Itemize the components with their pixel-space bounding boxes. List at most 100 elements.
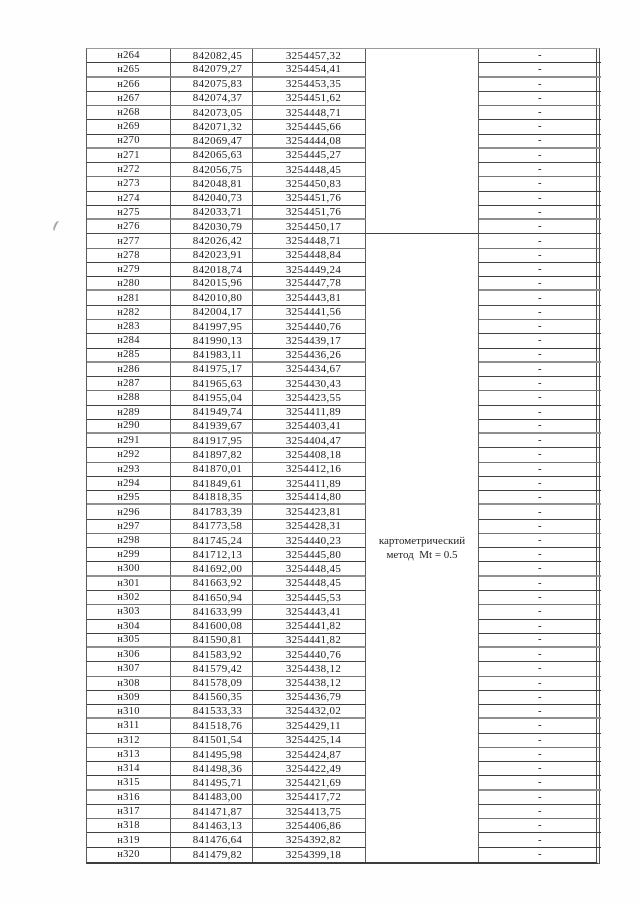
- y-coordinate-cell: 3254404,47: [253, 434, 366, 449]
- x-coordinate-cell: 842079,27: [171, 63, 253, 78]
- point-id-cell: н309: [87, 690, 171, 706]
- x-coordinate-cell: 842071,32: [171, 120, 253, 135]
- y-coordinate-cell: 3254440,76: [253, 648, 366, 663]
- note-dash-cell: -: [479, 491, 601, 506]
- x-coordinate-cell: 841745,24: [171, 533, 253, 549]
- x-coordinate-cell: 841533,33: [171, 705, 253, 720]
- y-coordinate-cell: 3254457,32: [253, 49, 366, 64]
- y-coordinate-cell: 3254445,27: [253, 148, 366, 164]
- x-coordinate-cell: 841818,35: [171, 491, 253, 506]
- y-coordinate-cell: 3254443,41: [253, 605, 366, 620]
- note-dash-cell: -: [479, 434, 601, 449]
- note-dash-cell: -: [479, 705, 601, 720]
- note-dash-cell: -: [479, 135, 601, 149]
- method-label-line2: метод Мt = 0.5: [386, 549, 458, 562]
- point-id-cell: н318: [87, 819, 171, 834]
- note-dash-cell: -: [479, 762, 601, 777]
- note-dash-cell: -: [479, 163, 601, 178]
- note-dash-cell: -: [479, 149, 601, 164]
- x-coordinate-cell: 841578,09: [171, 676, 253, 691]
- y-coordinate-cell: 3254408,18: [253, 448, 366, 463]
- x-coordinate-cell: 842004,17: [171, 305, 253, 320]
- x-coordinate-cell: 841965,63: [171, 377, 253, 392]
- x-coordinate-cell: 841870,01: [171, 462, 253, 477]
- y-coordinate-cell: 3254451,76: [253, 191, 366, 206]
- method-label-line1: картометрический: [378, 535, 466, 548]
- note-dash-cell: -: [479, 548, 601, 563]
- x-coordinate-cell: 841849,61: [171, 476, 253, 492]
- point-id-cell: н292: [87, 448, 171, 463]
- note-dash-cell: -: [479, 791, 601, 805]
- y-coordinate-cell: 3254441,82: [253, 619, 366, 634]
- y-coordinate-cell: 3254448,45: [253, 562, 366, 577]
- point-id-cell: н264: [87, 49, 171, 64]
- y-coordinate-cell: 3254430,43: [253, 377, 366, 392]
- point-id-cell: н279: [87, 262, 171, 278]
- y-coordinate-cell: 3254448,71: [253, 234, 366, 249]
- note-dash-cell: -: [479, 406, 601, 420]
- x-coordinate-cell: 841633,99: [171, 605, 253, 620]
- note-dash-cell: -: [479, 349, 601, 363]
- note-dash-cell: -: [479, 634, 601, 649]
- y-coordinate-cell: 3254441,56: [253, 305, 366, 320]
- point-id-cell: н297: [87, 519, 171, 534]
- y-coordinate-cell: 3254406,86: [253, 819, 366, 834]
- y-coordinate-cell: 3254453,35: [253, 77, 366, 92]
- note-dash-cell: -: [479, 120, 601, 135]
- point-id-cell: н269: [87, 120, 171, 135]
- note-dash-cell: -: [479, 391, 601, 406]
- point-id-cell: н306: [87, 648, 171, 663]
- y-coordinate-cell: 3254451,62: [253, 91, 366, 107]
- x-coordinate-cell: 841692,00: [171, 562, 253, 577]
- y-coordinate-cell: 3254441,82: [253, 633, 366, 649]
- note-dash-cell: -: [479, 106, 601, 121]
- note-dash-cell: -: [479, 776, 601, 791]
- x-coordinate-cell: 842056,75: [171, 163, 253, 178]
- point-id-cell: н317: [87, 804, 171, 820]
- note-dash-cell: -: [479, 819, 601, 834]
- point-id-cell: н286: [87, 362, 171, 378]
- x-coordinate-cell: 841997,95: [171, 319, 253, 335]
- y-coordinate-cell: 3254424,87: [253, 747, 366, 763]
- note-dash-cell: -: [479, 420, 601, 435]
- x-coordinate-cell: 841949,74: [171, 405, 253, 420]
- note-dash-cell: -: [479, 49, 601, 64]
- point-id-cell: н312: [87, 733, 171, 748]
- x-coordinate-cell: 841600,08: [171, 619, 253, 634]
- x-coordinate-cell: 842048,81: [171, 177, 253, 192]
- y-coordinate-cell: 3254440,23: [253, 533, 366, 549]
- point-id-cell: н310: [87, 705, 171, 720]
- note-dash-cell: -: [479, 448, 601, 463]
- note-dash-cell: -: [479, 591, 601, 606]
- point-id-cell: н296: [87, 505, 171, 520]
- point-id-cell: н301: [87, 576, 171, 591]
- note-dash-cell: -: [479, 691, 601, 706]
- note-dash-cell: -: [479, 805, 601, 820]
- note-dash-cell: -: [479, 505, 601, 520]
- point-id-cell: н291: [87, 434, 171, 449]
- x-coordinate-cell: 841983,11: [171, 348, 253, 363]
- point-id-cell: н313: [87, 747, 171, 763]
- point-id-cell: н268: [87, 106, 171, 121]
- point-id-cell: н319: [87, 833, 171, 848]
- x-coordinate-cell: 841955,04: [171, 391, 253, 406]
- point-id-cell: н290: [87, 419, 171, 435]
- x-coordinate-cell: 842026,42: [171, 234, 253, 249]
- y-coordinate-cell: 3254403,41: [253, 419, 366, 435]
- x-coordinate-cell: 841495,71: [171, 776, 253, 791]
- point-id-cell: н307: [87, 662, 171, 677]
- note-dash-cell: -: [479, 477, 601, 492]
- x-coordinate-cell: 841483,00: [171, 790, 253, 805]
- note-dash-cell: -: [538, 849, 542, 861]
- y-coordinate-cell: 3254417,72: [253, 790, 366, 805]
- y-coordinate-cell: 3254445,66: [253, 120, 366, 135]
- point-id-cell: н287: [87, 377, 171, 392]
- point-id-cell: н276: [87, 220, 171, 235]
- note-dash-cell: -: [479, 748, 601, 763]
- y-coordinate-cell: 3254423,55: [253, 391, 366, 406]
- point-id-cell: н308: [87, 676, 171, 691]
- x-coordinate-cell: 841463,13: [171, 819, 253, 834]
- point-id-cell: н303: [87, 605, 171, 620]
- x-coordinate-cell: 841663,92: [171, 576, 253, 591]
